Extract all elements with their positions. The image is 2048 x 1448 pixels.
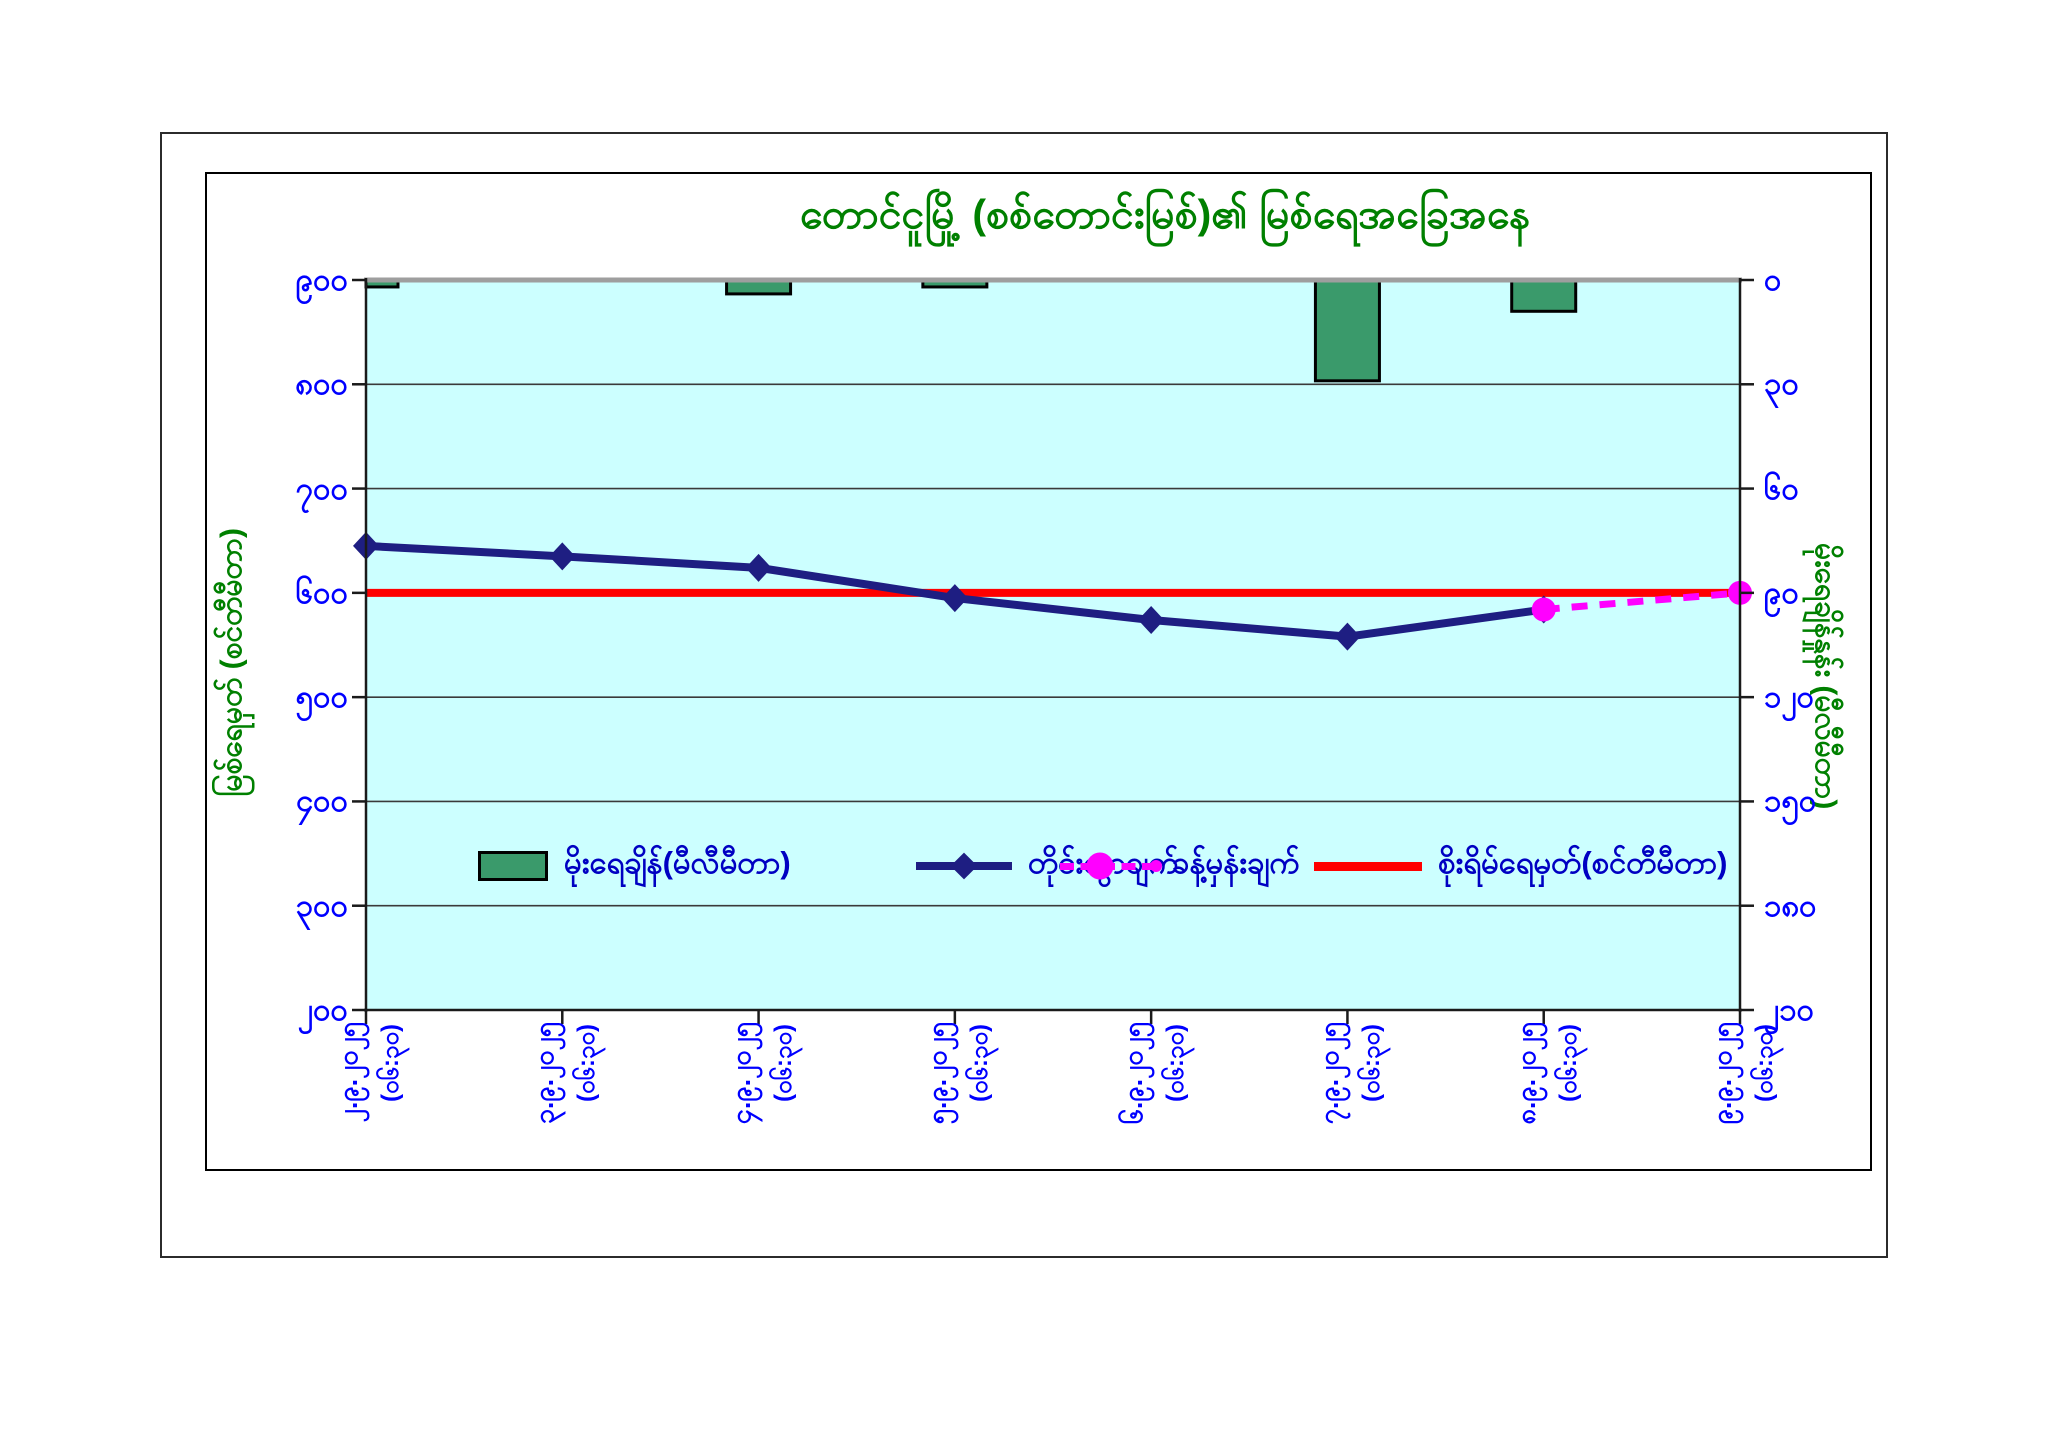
legend-label-danger-level: စိုးရိမ်ရေမှတ်(စင်တီမီတာ) bbox=[1438, 845, 1728, 880]
x-axis-date-label: ၇.၉.၂၀၂၅ bbox=[1314, 1022, 1345, 1125]
diamond-marker-icon bbox=[950, 852, 978, 880]
rainfall-bar bbox=[1313, 278, 1381, 383]
x-axis-date-label: ၅.၉.၂၀၂၅ bbox=[921, 1022, 952, 1125]
x-axis-time-label: (၀၆:၃၀) bbox=[769, 1024, 797, 1102]
x-axis-time-label: (၀၆:၃၀) bbox=[573, 1024, 601, 1102]
circle-marker-icon bbox=[1086, 852, 1114, 879]
outer-frame bbox=[160, 132, 1888, 1258]
chart-title: တောင်ငူမြို့ (စစ်တောင်းမြစ်)၏ မြစ်ရေအခြေ… bbox=[799, 191, 1531, 237]
right-axis-tick-label: ၃၀ bbox=[1764, 366, 1799, 402]
diamond-marker bbox=[1334, 622, 1361, 651]
chart-area-border bbox=[205, 172, 1872, 1171]
diamond-marker bbox=[549, 542, 576, 571]
legend-label-forecast: ခန့်မှန်းချက် bbox=[1172, 845, 1300, 880]
left-axis-tick-label: ၈၀၀ bbox=[295, 366, 348, 402]
right-axis-tick-label: ၁၈၀ bbox=[1764, 887, 1817, 923]
left-axis-tick-label: ၇၀၀ bbox=[295, 470, 348, 506]
x-axis-time-label: (၀၆:၃၀) bbox=[1162, 1024, 1190, 1102]
x-axis-time-label: (၀၆:၃၀) bbox=[965, 1024, 993, 1102]
x-axis-time-label: (၀၆:၃၀) bbox=[1358, 1024, 1386, 1102]
measured-line-swatch bbox=[916, 852, 1012, 880]
x-axis-date-label: ၉.၉.၂၀၂၅ bbox=[1707, 1022, 1737, 1125]
left-axis-tick-label: ၃၀၀ bbox=[295, 887, 348, 923]
x-axis-date-label: ၈.၉.၂၀၂၅ bbox=[1510, 1022, 1541, 1125]
left-axis-tick-label: ၆၀၀ bbox=[295, 574, 348, 610]
rainfall-bar-swatch bbox=[478, 851, 548, 881]
forecast-dash-swatch bbox=[1060, 852, 1162, 879]
right-axis-tick-label: ၀ bbox=[1764, 262, 1782, 297]
right-axis-tick-label: ၁၅၀ bbox=[1764, 783, 1817, 819]
danger-line-swatch bbox=[1314, 861, 1422, 871]
x-axis-time-label: (၀၆:၃၀) bbox=[1554, 1024, 1582, 1102]
left-axis-tick-label: ၉၀၀ bbox=[295, 262, 348, 297]
forecast-line bbox=[1543, 589, 1741, 614]
left-axis-tick-label: ၅၀၀ bbox=[295, 679, 348, 715]
x-axis-date-label: ၆.၉.၂၀၂၅ bbox=[1118, 1022, 1149, 1125]
left-axis-tick-label: ၂၀၀ bbox=[297, 992, 348, 1027]
legend-item-rainfall: မိုးရေချိန်(မီလီမီတာ) bbox=[478, 842, 791, 890]
circle-end-dot-icon bbox=[1150, 859, 1162, 872]
rainfall-bar bbox=[1510, 278, 1578, 313]
x-axis-date-label: ၃.၉.၂၀၂၅ bbox=[529, 1022, 560, 1125]
right-axis-tick-label: ၁၂၀ bbox=[1764, 679, 1815, 715]
diamond-marker bbox=[745, 553, 772, 582]
x-axis-time-label: (၀၆:၃၀) bbox=[1751, 1024, 1778, 1102]
x-axis-time-label: (၀၆:၃၀) bbox=[377, 1024, 404, 1102]
legend-item-danger-level: စိုးရိမ်ရေမှတ်(စင်တီမီတာ) bbox=[1314, 842, 1727, 890]
right-axis-tick-label: ၉၀ bbox=[1764, 574, 1799, 610]
x-axis-date-label: ၂.၉.၂၀၂၅ bbox=[333, 1022, 363, 1123]
circle-marker bbox=[1531, 597, 1556, 622]
right-axis-tick-label: ၆၀ bbox=[1764, 470, 1799, 506]
left-axis-tick-label: ၄၀၀ bbox=[295, 783, 348, 819]
right-axis-tick-label: ၂၁၀ bbox=[1764, 992, 1815, 1027]
legend-label-rainfall: မိုးရေချိန်(မီလီမီတာ) bbox=[564, 845, 791, 880]
legend-item-forecast: ခန့်မှန်းချက် bbox=[1060, 842, 1300, 890]
plot-background bbox=[366, 280, 1740, 1010]
diamond-marker bbox=[1138, 605, 1165, 634]
x-axis-date-label: ၄.၉.၂၀၂၅ bbox=[725, 1022, 756, 1125]
diamond-marker bbox=[941, 584, 968, 613]
